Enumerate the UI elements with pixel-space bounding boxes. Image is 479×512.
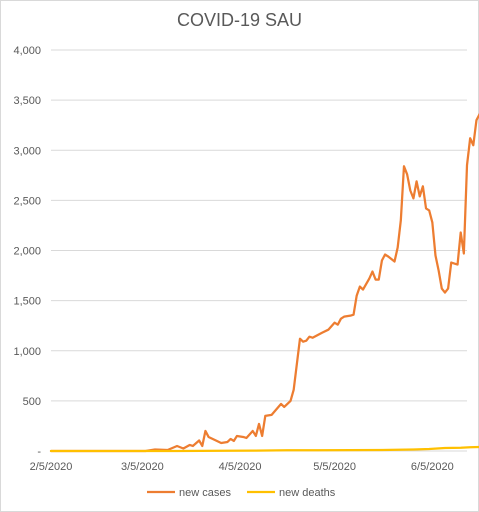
legend-label: new deaths — [279, 487, 336, 499]
series-lines — [49, 113, 479, 453]
series-line-new-cases — [49, 113, 479, 453]
chart-title: COVID-19 SAU — [176, 10, 303, 30]
x-tick-label: 6/5/2020 — [411, 461, 454, 473]
y-tick-label: 500 — [23, 396, 41, 408]
legend-label: new cases — [179, 487, 231, 499]
x-tick-label: 4/5/2020 — [219, 461, 262, 473]
series-line-new-deaths — [49, 445, 479, 453]
y-tick-label: 4,000 — [13, 45, 41, 57]
y-tick-label: 2,000 — [13, 246, 41, 258]
y-tick-label: - — [37, 446, 41, 458]
x-axis-ticks: 2/5/2020 3/5/2020 4/5/2020 5/5/2020 6/5/2020 — [30, 461, 454, 473]
legend: new cases new deaths — [147, 487, 336, 499]
y-tick-label: 1,500 — [13, 296, 41, 308]
y-axis-ticks: - 500 1,000 1,500 2,000 2,500 3,000 3,500 4,000 — [13, 45, 41, 458]
y-tick-label: 1,000 — [13, 346, 41, 358]
y-tick-label: 3,000 — [13, 145, 41, 157]
y-tick-label: 2,500 — [13, 195, 41, 207]
grid-lines — [51, 49, 467, 452]
x-tick-label: 3/5/2020 — [121, 461, 164, 473]
x-tick-label: 2/5/2020 — [30, 461, 73, 473]
x-tick-label: 5/5/2020 — [313, 461, 356, 473]
y-tick-label: 3,500 — [13, 95, 41, 107]
